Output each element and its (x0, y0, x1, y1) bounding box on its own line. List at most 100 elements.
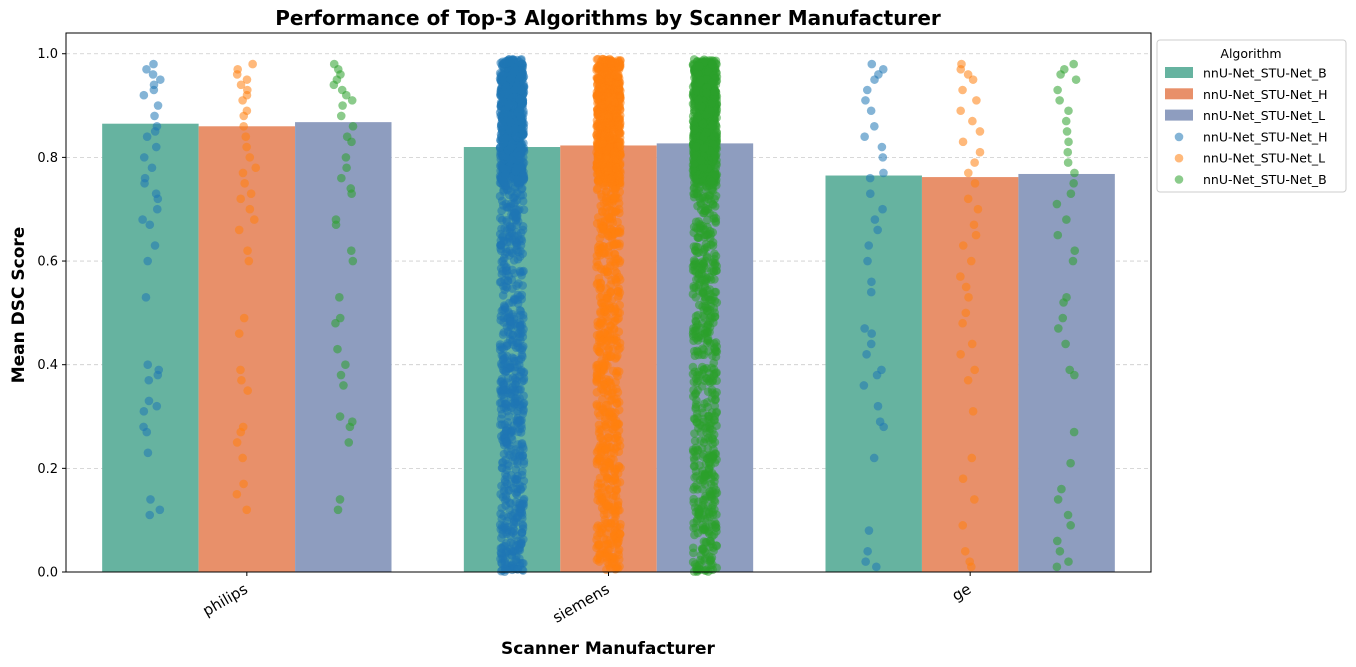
strip-point (707, 553, 717, 562)
strip-point (692, 396, 701, 405)
strip-point (961, 282, 971, 292)
strip-point (517, 467, 527, 476)
strip-point (331, 318, 340, 328)
strip-point (347, 96, 357, 105)
strip-point (604, 73, 614, 82)
strip-point (689, 242, 699, 251)
strip-point (516, 310, 525, 320)
strip-point (866, 189, 875, 198)
strip-point (604, 523, 614, 533)
strip-point (151, 142, 161, 152)
strip-point (593, 260, 603, 270)
strip-point (507, 316, 517, 326)
strip-point (698, 288, 708, 298)
strip-point (506, 118, 515, 127)
legend-label: nnU-Net_STU-Net_L (1203, 151, 1325, 166)
strip-point (507, 337, 517, 346)
strip-point (712, 407, 721, 417)
strip-point (702, 242, 712, 252)
bar-nnU-Net_STU-Net_B-philips (102, 123, 199, 572)
strip-point (691, 317, 701, 326)
strip-point (698, 119, 708, 129)
strip-point (1061, 339, 1070, 349)
legend-swatch (1165, 109, 1193, 121)
strip-point (512, 220, 522, 229)
strip-point (707, 520, 717, 529)
strip-point (700, 472, 710, 481)
strip-point (971, 230, 981, 240)
strip-point (598, 436, 608, 446)
strip-point (606, 288, 615, 297)
legend-title: Algorithm (1220, 46, 1281, 61)
strip-point (967, 562, 976, 572)
strip-point (698, 523, 708, 532)
strip-point (495, 342, 505, 351)
strip-point (692, 472, 701, 481)
strip-point (612, 151, 621, 160)
strip-point (859, 381, 869, 390)
strip-point (603, 165, 613, 175)
strip-point (877, 142, 887, 152)
strip-point (506, 142, 516, 152)
strip-point (519, 406, 528, 416)
legend-items: nnU-Net_STU-Net_B nnU-Net_STU-Net_H nnU-Ne… (1165, 66, 1328, 187)
strip-point (511, 166, 520, 176)
strip-point (689, 453, 699, 463)
strip-point (597, 101, 606, 111)
strip-point (329, 80, 339, 90)
strip-point (707, 314, 717, 323)
strip-point (613, 293, 623, 302)
strip-point (614, 327, 624, 337)
strip-point (336, 111, 346, 121)
strip-point (592, 370, 602, 380)
strip-point (496, 315, 506, 325)
strip-point (600, 225, 609, 234)
y-ticks: 0.0 0.2 0.4 0.6 0.8 1.0 (37, 47, 66, 581)
strip-point (1052, 199, 1062, 209)
strip-point (602, 264, 612, 273)
strip-point (697, 350, 707, 360)
strip-point (862, 85, 872, 95)
strip-point (866, 106, 876, 116)
strip-point (592, 523, 602, 533)
strip-point (517, 528, 527, 538)
strip-point (968, 116, 977, 126)
legend-label: nnU-Net_STU-Net_H (1203, 87, 1328, 102)
strip-point (605, 461, 614, 471)
strip-point (337, 173, 346, 183)
strip-point (705, 273, 715, 282)
strip-point (511, 357, 520, 366)
strip-point (958, 85, 967, 95)
strip-point (1068, 256, 1078, 266)
strip-point (1064, 106, 1073, 116)
strip-point (1056, 70, 1065, 79)
strip-point (698, 362, 707, 372)
strip-point (964, 293, 973, 302)
strip-point (499, 58, 509, 68)
strip-point (592, 555, 602, 565)
strip-point (505, 126, 515, 135)
strip-point (701, 564, 711, 574)
strip-point (242, 142, 251, 152)
strip-point (500, 559, 510, 568)
legend-label: nnU-Net_STU-Net_L (1203, 108, 1325, 123)
strip-point (242, 505, 252, 515)
strip-point (709, 211, 718, 220)
strip-point (517, 500, 527, 510)
strip-point (511, 541, 521, 550)
strip-point (246, 189, 256, 198)
strip-point (339, 381, 348, 390)
strip-point (604, 112, 613, 122)
strip-point (956, 350, 965, 359)
strip-point (236, 365, 245, 375)
strip-point (602, 305, 612, 314)
strip-point (707, 177, 716, 187)
strip-point (603, 474, 613, 483)
legend-marker (1174, 175, 1184, 184)
strip-point (599, 328, 609, 338)
strip-point (514, 151, 524, 160)
strip-point (709, 430, 719, 439)
strip-point (698, 344, 707, 353)
strip-point (519, 376, 528, 385)
strip-point (500, 521, 510, 530)
